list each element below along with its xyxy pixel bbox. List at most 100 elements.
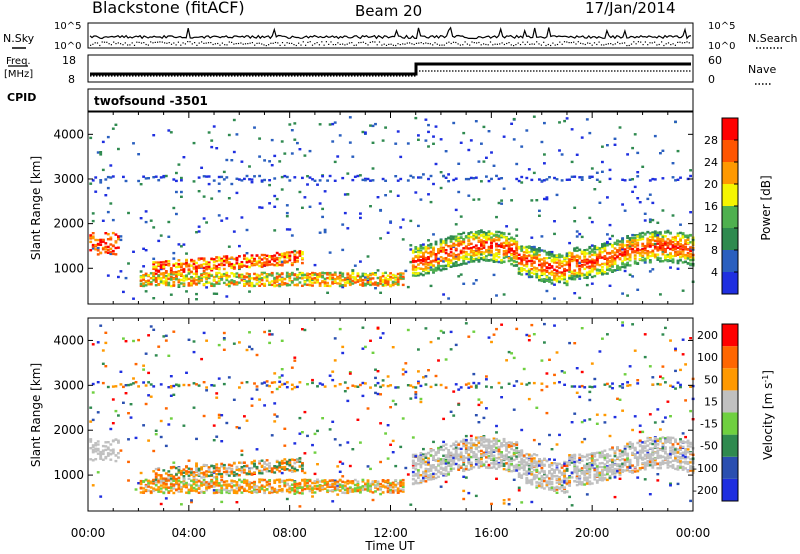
heatmap-cell — [389, 489, 393, 492]
heatmap-cell — [167, 479, 171, 482]
noise-search-point — [686, 41, 688, 43]
heatmap-cell — [560, 260, 564, 263]
heatmap-cell — [250, 481, 254, 485]
heatmap-cell — [348, 282, 352, 285]
heatmap-cell — [106, 441, 110, 444]
heatmap-cell — [510, 249, 514, 252]
heatmap-cell — [490, 238, 493, 242]
heatmap-cell — [439, 171, 443, 174]
heatmap-cell — [222, 260, 226, 263]
heatmap-cell — [232, 263, 236, 267]
heatmap-cell — [91, 243, 95, 247]
heatmap-cell — [91, 444, 95, 447]
colorbar-segment — [722, 250, 738, 272]
heatmap-cell — [169, 466, 173, 469]
heatmap-cell — [664, 241, 667, 244]
noise-search-point — [224, 44, 226, 46]
heatmap-cell — [452, 178, 456, 182]
heatmap-cell — [462, 242, 466, 245]
heatmap-cell — [248, 281, 251, 284]
heatmap-cell — [401, 483, 405, 487]
heatmap-cell — [240, 275, 244, 278]
heatmap-cell — [487, 238, 491, 241]
heatmap-cell — [268, 482, 272, 486]
heatmap-cell — [301, 206, 304, 209]
heatmap-cell — [389, 278, 393, 281]
heatmap-cell — [265, 275, 269, 278]
heatmap-cell — [401, 488, 405, 491]
heatmap-cell — [626, 252, 630, 255]
heatmap-cell — [222, 467, 226, 470]
heatmap-cell — [298, 486, 302, 489]
heatmap-cell — [172, 483, 176, 486]
heatmap-cell — [270, 263, 274, 266]
heatmap-cell — [364, 282, 367, 286]
heatmap-cell — [530, 199, 534, 202]
heatmap-cell — [172, 206, 176, 210]
heatmap-cell — [195, 469, 198, 472]
heatmap-cell — [164, 444, 168, 448]
heatmap-cell — [328, 174, 332, 178]
heatmap-cell — [326, 291, 330, 294]
heatmap-cell — [575, 275, 579, 279]
heatmap-cell — [96, 247, 100, 250]
heatmap-cell — [356, 484, 360, 487]
heatmap-cell — [500, 199, 504, 202]
heatmap-cell — [505, 252, 509, 255]
noise-search-point — [563, 41, 566, 43]
heatmap-cell — [636, 262, 640, 265]
heatmap-cell — [288, 123, 292, 126]
heatmap-cell — [109, 453, 113, 456]
heatmap-cell — [414, 274, 418, 277]
heatmap-cell — [613, 257, 617, 260]
heatmap-cell — [207, 470, 211, 473]
heatmap-cell — [689, 249, 693, 252]
heatmap-cell — [553, 254, 556, 257]
heatmap-cell — [152, 261, 156, 264]
heatmap-cell — [109, 427, 113, 431]
heatmap-cell — [361, 326, 365, 329]
power-heatmap-cells — [89, 115, 695, 301]
heatmap-cell — [434, 162, 438, 166]
heatmap-cell — [437, 264, 440, 268]
heatmap-cell — [268, 462, 272, 465]
heatmap-cell — [280, 368, 284, 371]
heatmap-cell — [253, 471, 256, 475]
heatmap-cell — [101, 452, 105, 456]
heatmap-cell — [283, 427, 287, 430]
heatmap-cell — [379, 279, 383, 282]
heatmap-cell — [280, 283, 284, 286]
heatmap-cell — [512, 237, 516, 241]
heatmap-cell — [417, 134, 420, 137]
heatmap-cell — [376, 484, 380, 487]
heatmap-cell — [495, 294, 498, 297]
heatmap-cell — [225, 491, 229, 494]
heatmap-cell — [172, 251, 176, 255]
heatmap-cell — [217, 416, 221, 419]
heatmap-cell — [401, 238, 405, 241]
heatmap-cell — [618, 246, 622, 250]
heatmap-cell — [449, 237, 453, 240]
heatmap-cell — [374, 480, 377, 483]
heatmap-cell — [626, 243, 630, 247]
heatmap-cell — [628, 255, 632, 259]
heatmap-cell — [545, 270, 549, 273]
heatmap-cell — [502, 256, 506, 260]
heatmap-cell — [185, 259, 188, 262]
heatmap-cell — [613, 242, 617, 245]
heatmap-cell — [359, 216, 362, 220]
heatmap-cell — [361, 480, 365, 483]
heatmap-cell — [573, 220, 577, 223]
heatmap-cell — [411, 260, 415, 263]
heatmap-cell — [167, 283, 171, 287]
heatmap-cell — [396, 489, 400, 492]
heatmap-cell — [422, 263, 425, 266]
heatmap-cell — [182, 268, 186, 271]
heatmap-cell — [603, 270, 607, 274]
heatmap-cell — [217, 488, 221, 492]
heatmap-cell — [492, 255, 496, 259]
heatmap-cell — [159, 279, 163, 282]
heatmap-cell — [238, 461, 241, 464]
heatmap-cell — [296, 260, 299, 263]
heatmap-cell — [512, 138, 516, 141]
